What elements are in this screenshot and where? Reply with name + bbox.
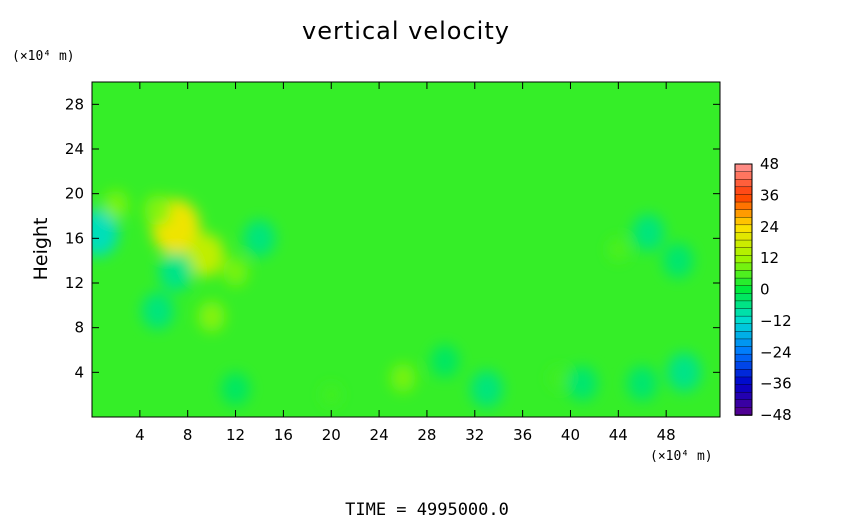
field-feature bbox=[549, 367, 568, 389]
time-label: TIME = 4995000.0 bbox=[345, 500, 509, 519]
colorbar-cell bbox=[734, 209, 753, 219]
colorbar bbox=[734, 163, 753, 416]
field-feature bbox=[144, 195, 172, 226]
colorbar-frame bbox=[734, 163, 753, 416]
colorbar-tick-label: −12 bbox=[760, 312, 792, 330]
field-feature bbox=[567, 366, 598, 401]
colorbar-cell bbox=[734, 331, 753, 340]
x-tick-label: 24 bbox=[370, 426, 389, 444]
colorbar-cell bbox=[734, 376, 753, 386]
colorbar-cell bbox=[734, 300, 753, 310]
field-feature bbox=[662, 243, 694, 279]
colorbar-cell bbox=[734, 179, 753, 188]
colorbar-cell bbox=[734, 255, 753, 264]
field-feature bbox=[608, 238, 629, 261]
field-feature bbox=[103, 190, 129, 220]
x-tick-label: 4 bbox=[135, 426, 145, 444]
field-feature bbox=[470, 370, 503, 408]
y-axis-label: Height bbox=[30, 218, 52, 281]
x-tick-label: 12 bbox=[226, 426, 245, 444]
colorbar-cell bbox=[734, 232, 753, 241]
y-tick-label: 16 bbox=[65, 229, 84, 247]
chart-title: vertical velocity bbox=[302, 17, 510, 45]
y-tick-label: 20 bbox=[65, 185, 84, 203]
field-feature bbox=[141, 292, 174, 330]
colorbar-cell bbox=[734, 201, 753, 211]
field-feature bbox=[390, 363, 416, 393]
colorbar-cell bbox=[734, 285, 753, 295]
x-tick-label: 36 bbox=[513, 426, 532, 444]
x-axis: 4 8 12 16 20 24 28 32 36 40 44 48 bbox=[135, 82, 676, 444]
colorbar-cell bbox=[734, 315, 753, 325]
field-feature bbox=[667, 352, 702, 392]
colorbar-tick-label: 12 bbox=[760, 249, 779, 267]
x-tick-label: 20 bbox=[322, 426, 341, 444]
field-feature bbox=[243, 219, 276, 257]
colorbar-cell bbox=[734, 171, 753, 181]
colorbar-cell bbox=[734, 369, 753, 378]
field-feature bbox=[223, 257, 249, 287]
colorbar-cell bbox=[734, 262, 753, 272]
colorbar-tick-label: 24 bbox=[760, 218, 779, 236]
x-tick-label: 16 bbox=[274, 426, 293, 444]
colorbar-tick-label: 36 bbox=[760, 186, 779, 204]
colorbar-cell bbox=[734, 163, 753, 173]
colorbar-tick-label: −36 bbox=[760, 375, 792, 393]
colorbar-cell bbox=[734, 194, 753, 203]
field-feature bbox=[430, 344, 460, 378]
y-axis: 4 8 12 16 20 24 28 bbox=[65, 95, 720, 381]
colorbar-cell bbox=[734, 308, 753, 317]
y-tick-label: 28 bbox=[65, 95, 84, 113]
colorbar-cell bbox=[734, 338, 753, 348]
colorbar-cell bbox=[734, 346, 753, 355]
field-feature bbox=[198, 301, 226, 332]
colorbar-cell bbox=[734, 391, 753, 401]
y-tick-label: 24 bbox=[65, 140, 84, 158]
colorbar-tick-label: −48 bbox=[760, 406, 792, 424]
colorbar-cell bbox=[734, 186, 753, 196]
colorbar-cell bbox=[734, 293, 753, 302]
field-feature bbox=[92, 209, 119, 257]
colorbar-cell bbox=[734, 277, 753, 287]
x-tick-label: 44 bbox=[609, 426, 628, 444]
colorbar-cell bbox=[734, 270, 753, 279]
y-tick-label: 8 bbox=[74, 319, 84, 337]
x-axis-unit: (×10⁴ m) bbox=[650, 449, 713, 464]
colorbar-cell bbox=[734, 217, 753, 226]
field-feature bbox=[627, 366, 658, 401]
field-feature bbox=[221, 372, 250, 406]
colorbar-cell bbox=[734, 361, 753, 371]
field-feature bbox=[158, 252, 193, 292]
velocity-field bbox=[92, 82, 720, 417]
colorbar-cell bbox=[734, 353, 753, 363]
y-axis-unit: (×10⁴ m) bbox=[12, 49, 75, 64]
colorbar-cell bbox=[734, 384, 753, 393]
field-feature bbox=[186, 233, 225, 277]
field-feature bbox=[632, 214, 665, 252]
plot-frame bbox=[91, 81, 721, 418]
colorbar-cell bbox=[734, 239, 753, 249]
x-tick-label: 40 bbox=[561, 426, 580, 444]
colorbar-tick-label: −24 bbox=[760, 343, 792, 361]
colorbar-ticks: 48 36 24 12 0 −12 −24 −36 −48 bbox=[760, 155, 792, 424]
colorbar-cell bbox=[734, 323, 753, 333]
colorbar-cell bbox=[734, 399, 753, 409]
x-tick-label: 8 bbox=[183, 426, 193, 444]
colorbar-cell bbox=[734, 407, 753, 416]
field-feature bbox=[322, 384, 341, 406]
colorbar-cell bbox=[734, 224, 753, 234]
colorbar-cell bbox=[734, 247, 753, 257]
x-tick-label: 28 bbox=[417, 426, 436, 444]
colorbar-tick-label: 0 bbox=[760, 281, 770, 299]
y-tick-label: 12 bbox=[65, 274, 84, 292]
x-tick-label: 32 bbox=[465, 426, 484, 444]
colorbar-tick-label: 48 bbox=[760, 155, 779, 173]
y-tick-label: 4 bbox=[74, 363, 84, 381]
x-tick-label: 48 bbox=[657, 426, 676, 444]
